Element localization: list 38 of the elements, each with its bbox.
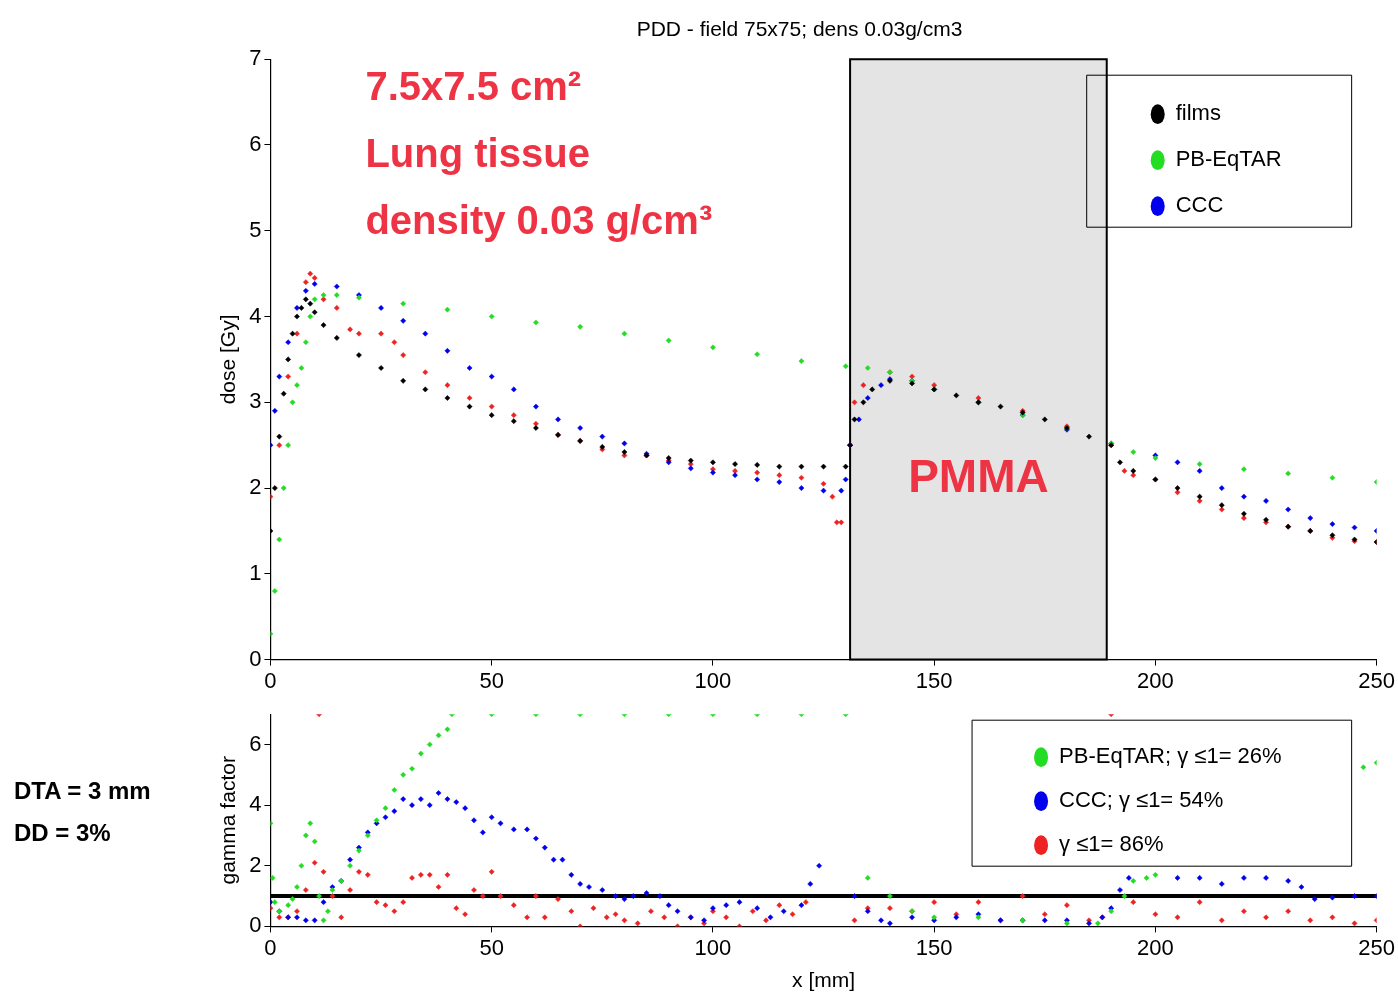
band-label: PMMA <box>908 450 1049 503</box>
annotation: Lung tissue <box>365 131 590 176</box>
x-tick-label: 250 <box>1358 934 1396 960</box>
y-tick-label: 2 <box>249 851 262 877</box>
legend-label: PB-EqTAR; γ ≤1= 26% <box>1059 743 1282 769</box>
x-tick-label: 250 <box>1358 667 1396 693</box>
y-tick-label: 6 <box>249 131 262 157</box>
text: DTA = 3 mm <box>14 776 151 806</box>
y-tick-label: 0 <box>249 645 262 671</box>
y-tick-label: 7 <box>249 45 262 71</box>
x-tick-label: 200 <box>1137 934 1174 960</box>
x-tick-label: 50 <box>479 667 504 693</box>
y-axis-title: gamma factor <box>216 756 240 885</box>
x-tick-label: 150 <box>915 667 953 693</box>
x-tick-label: 100 <box>694 934 732 960</box>
annotation: density 0.03 g/cm³ <box>365 198 713 243</box>
y-tick-label: 5 <box>249 216 262 242</box>
y-tick-label: 6 <box>249 730 262 756</box>
text: DD = 3% <box>14 818 112 848</box>
x-tick-label: 200 <box>1137 667 1174 693</box>
legend-label: films <box>1175 100 1221 126</box>
legend-label: CCC <box>1175 192 1224 218</box>
chart-title: PDD - field 75x75; dens 0.03g/cm3 <box>636 17 963 41</box>
y-axis-title: dose [Gy] <box>216 314 240 405</box>
y-tick-label: 3 <box>249 388 262 414</box>
x-tick-label: 50 <box>479 934 504 960</box>
x-tick-label: 100 <box>694 667 732 693</box>
y-tick-label: 4 <box>249 791 262 817</box>
annotation: 7.5x7.5 cm² <box>365 64 582 109</box>
legend-label: PB-EqTAR <box>1175 146 1282 172</box>
x-axis-title: x [mm] <box>792 968 856 992</box>
legend-label: CCC; γ ≤1= 54% <box>1059 787 1224 813</box>
y-tick-label: 2 <box>249 474 262 500</box>
x-tick-label: 150 <box>915 934 953 960</box>
y-tick-label: 4 <box>249 302 262 328</box>
legend-label: γ ≤1= 86% <box>1059 831 1164 857</box>
y-tick-label: 0 <box>249 912 262 938</box>
y-tick-label: 1 <box>249 559 262 585</box>
